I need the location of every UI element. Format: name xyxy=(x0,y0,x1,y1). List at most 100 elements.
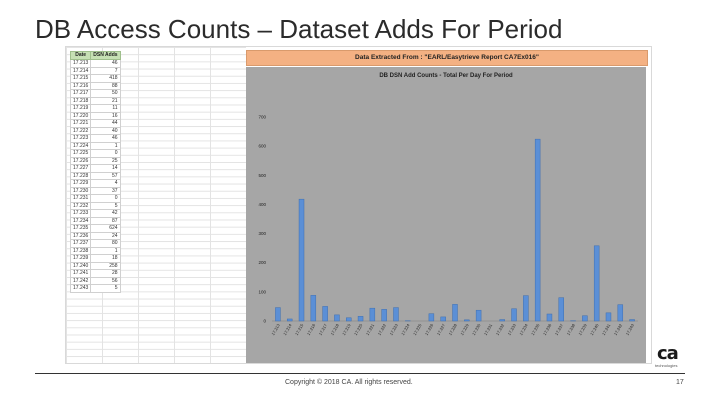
x-tick-label: 17.219 xyxy=(341,322,352,336)
bar xyxy=(393,307,399,322)
dsn-adds-cell[interactable]: 4 xyxy=(90,179,121,188)
date-cell[interactable]: 17.233 xyxy=(69,209,92,218)
date-cell[interactable]: 17.230 xyxy=(69,186,92,195)
bar-chart: 0 100 200 300 400 500 600 700 17.213 17.214 17.215… xyxy=(258,115,638,336)
footer-divider xyxy=(35,373,685,374)
dsn-adds-cell[interactable]: 44 xyxy=(90,119,121,128)
date-cell[interactable]: 17.226 xyxy=(69,156,92,165)
dsn-adds-cell[interactable]: 42 xyxy=(90,209,121,218)
date-cell[interactable]: 17.214 xyxy=(69,66,92,75)
bar xyxy=(322,306,328,322)
dsn-adds-cell[interactable]: 14 xyxy=(90,164,121,173)
table-row: 17.215 418 xyxy=(69,74,121,83)
table-row: 17.227 14 xyxy=(69,164,121,173)
dsn-adds-cell[interactable]: 0 xyxy=(90,194,121,203)
date-cell[interactable]: 17.223 xyxy=(69,134,92,143)
dsn-adds-cell[interactable]: 87 xyxy=(90,216,121,225)
date-cell[interactable]: 17.241 xyxy=(69,269,92,278)
date-cell[interactable]: 17.227 xyxy=(69,164,92,173)
dsn-adds-cell[interactable]: 624 xyxy=(90,224,121,233)
bar xyxy=(464,319,470,322)
column-header-date: Date xyxy=(69,51,92,60)
date-cell[interactable]: 17.242 xyxy=(69,276,92,285)
date-cell[interactable]: 17.229 xyxy=(69,179,92,188)
x-tick-label: 17.218 xyxy=(329,322,340,336)
dsn-adds-cell[interactable]: 56 xyxy=(90,276,121,285)
x-tick-label: 17.227 xyxy=(436,322,447,336)
date-cell[interactable]: 17.219 xyxy=(69,104,92,113)
table-row: 17.214 7 xyxy=(69,66,121,75)
table-row: 17.220 16 xyxy=(69,111,121,120)
dsn-adds-cell[interactable]: 11 xyxy=(90,104,121,113)
dsn-adds-cell[interactable]: 16 xyxy=(90,111,121,120)
dsn-adds-cell[interactable]: 1 xyxy=(90,141,121,150)
chart-area: DB DSN Add Counts - Total Per Day For Pe… xyxy=(246,67,646,363)
date-cell[interactable]: 17.220 xyxy=(69,111,92,120)
dsn-adds-cell[interactable]: 5 xyxy=(90,284,121,293)
dsn-adds-cell[interactable]: 21 xyxy=(90,96,121,105)
bar xyxy=(381,309,387,322)
date-cell[interactable]: 17.235 xyxy=(69,224,92,233)
bar xyxy=(428,313,435,322)
dsn-adds-cell[interactable]: 25 xyxy=(90,156,121,165)
date-cell[interactable]: 17.224 xyxy=(69,141,92,150)
date-cell[interactable]: 17.234 xyxy=(69,216,92,225)
dsn-adds-cell[interactable]: 1 xyxy=(90,246,121,255)
x-tick-label: 17.234 xyxy=(518,322,529,336)
table-row: 17.221 44 xyxy=(69,119,121,128)
dsn-adds-cell[interactable]: 40 xyxy=(90,126,121,135)
date-cell[interactable]: 17.217 xyxy=(69,89,92,98)
dsn-adds-cell[interactable]: 258 xyxy=(90,261,121,270)
dsn-adds-cell[interactable]: 18 xyxy=(90,254,121,263)
x-tick-label: 17.235 xyxy=(530,322,541,336)
dsn-adds-cell[interactable]: 50 xyxy=(90,89,121,98)
date-cell[interactable]: 17.215 xyxy=(69,74,92,83)
x-tick-label: 17.243 xyxy=(625,322,636,336)
date-cell[interactable]: 17.221 xyxy=(69,119,92,128)
date-cell[interactable]: 17.231 xyxy=(69,194,92,203)
date-cell[interactable]: 17.240 xyxy=(69,261,92,270)
dsn-adds-cell[interactable]: 24 xyxy=(90,231,121,240)
x-tick-label: 17.231 xyxy=(483,322,494,336)
y-tick-label: 600 xyxy=(258,144,266,149)
date-cell[interactable]: 17.228 xyxy=(69,171,92,180)
dsn-adds-cell[interactable]: 28 xyxy=(90,269,121,278)
dsn-adds-cell[interactable]: 46 xyxy=(90,134,121,143)
date-cell[interactable]: 17.238 xyxy=(69,246,92,255)
bar xyxy=(475,309,482,322)
dsn-adds-cell[interactable]: 57 xyxy=(90,171,121,180)
bar xyxy=(629,319,635,322)
x-tick-label: 17.240 xyxy=(589,322,600,336)
x-tick-label: 17.229 xyxy=(459,322,470,336)
dsn-adds-cell[interactable]: 5 xyxy=(90,201,121,210)
x-tick-label: 17.242 xyxy=(613,322,624,336)
dsn-adds-cell[interactable]: 88 xyxy=(90,81,121,90)
dsn-adds-cell[interactable]: 418 xyxy=(90,74,121,83)
date-cell[interactable]: 17.225 xyxy=(69,149,92,158)
table-row: 17.223 46 xyxy=(69,134,121,143)
dsn-adds-cell[interactable]: 46 xyxy=(90,59,121,68)
date-cell[interactable]: 17.239 xyxy=(69,254,92,263)
bar xyxy=(546,313,553,322)
date-cell[interactable]: 17.236 xyxy=(69,231,92,240)
y-tick-label: 200 xyxy=(258,260,266,265)
bar xyxy=(617,304,624,322)
logo-subtext: technologies xyxy=(655,363,678,368)
date-cell[interactable]: 17.237 xyxy=(69,239,92,248)
date-cell[interactable]: 17.213 xyxy=(69,59,92,68)
x-tick-label: 17.217 xyxy=(318,322,329,336)
date-cell[interactable]: 17.218 xyxy=(69,96,92,105)
dsn-adds-cell[interactable]: 37 xyxy=(90,186,121,195)
date-cell[interactable]: 17.232 xyxy=(69,201,92,210)
date-cell[interactable]: 17.216 xyxy=(69,81,92,90)
date-cell[interactable]: 17.222 xyxy=(69,126,92,135)
table-row: 17.231 0 xyxy=(69,194,121,203)
dsn-adds-cell[interactable]: 7 xyxy=(90,66,121,75)
dsn-adds-cell[interactable]: 80 xyxy=(90,239,121,248)
bar xyxy=(605,312,612,322)
x-tick-label: 17.213 xyxy=(270,322,281,336)
y-tick-label: 700 xyxy=(258,115,266,120)
bar xyxy=(440,316,446,322)
date-cell[interactable]: 17.243 xyxy=(69,284,92,293)
dsn-adds-cell[interactable]: 0 xyxy=(90,149,121,158)
